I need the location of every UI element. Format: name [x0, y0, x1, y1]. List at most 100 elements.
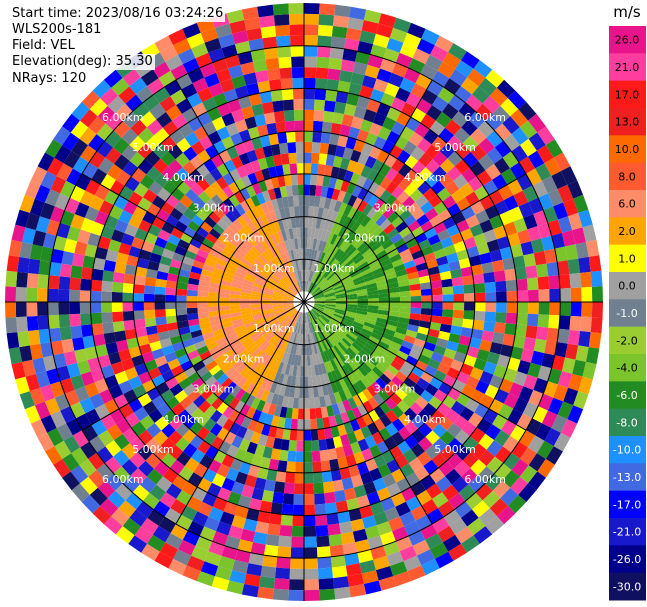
- gate-cell: [385, 167, 399, 182]
- gate-cell: [398, 426, 412, 441]
- gate-cell: [409, 283, 421, 291]
- gate-cell: [307, 227, 312, 239]
- gate-cell: [266, 248, 275, 259]
- gate-cell: [461, 119, 478, 136]
- gate-cell: [27, 329, 41, 346]
- gate-cell: [265, 224, 274, 236]
- gate-cell: [347, 385, 358, 398]
- gate-cell: [333, 345, 342, 356]
- gate-cell: [366, 255, 378, 265]
- gate-cell: [429, 376, 443, 390]
- gate-cell: [492, 414, 508, 430]
- gate-cell: [72, 430, 90, 448]
- gate-cell: [282, 297, 294, 301]
- gate-cell: [351, 323, 363, 332]
- gate-cell: [230, 458, 243, 472]
- gate-cell: [140, 518, 159, 535]
- gate-cell: [478, 449, 495, 467]
- gate-cell: [373, 198, 385, 211]
- colorbar-tick-label: -17.0: [613, 498, 641, 511]
- gate-cell: [272, 257, 281, 268]
- gate-cell: [310, 418, 318, 430]
- gate-cell: [377, 288, 389, 295]
- gate-cell: [460, 509, 479, 527]
- gate-cell: [463, 310, 475, 320]
- gate-cell: [251, 246, 262, 257]
- gate-cell: [259, 134, 271, 148]
- gate-cell: [465, 492, 483, 510]
- gate-cell: [403, 259, 416, 269]
- gate-cell: [288, 331, 295, 343]
- gate-cell: [547, 397, 564, 415]
- gate-cell: [317, 330, 324, 341]
- gate-cell: [325, 89, 338, 102]
- gate-cell: [437, 362, 451, 375]
- gate-cell: [297, 333, 301, 345]
- gate-cell: [451, 111, 469, 128]
- gate-cell: [290, 260, 296, 272]
- gate-cell: [248, 498, 262, 511]
- gate-cell: [316, 56, 330, 69]
- gate-cell: [212, 267, 225, 276]
- gate-cell: [148, 181, 163, 196]
- gate-cell: [221, 230, 233, 242]
- gate-cell: [39, 202, 55, 220]
- gate-cell: [272, 588, 289, 601]
- gate-cell: [357, 40, 374, 55]
- gate-cell: [205, 392, 219, 406]
- gate-cell: [294, 472, 304, 484]
- gate-cell: [355, 539, 371, 553]
- gate-cell: [198, 279, 210, 287]
- gate-cell: [183, 207, 197, 221]
- gate-cell: [153, 460, 170, 477]
- gate-cell: [393, 17, 412, 33]
- gate-cell: [211, 194, 224, 207]
- gate-cell: [147, 534, 166, 552]
- gate-cell: [317, 277, 326, 287]
- gate-cell: [415, 194, 429, 208]
- gate-cell: [287, 396, 294, 409]
- gate-cell: [345, 288, 357, 294]
- gate-cell: [136, 335, 150, 347]
- gate-cell: [273, 307, 284, 312]
- gate-cell: [355, 313, 367, 319]
- gate-cell: [398, 285, 411, 292]
- gate-cell: [339, 124, 351, 137]
- gate-cell: [386, 551, 404, 567]
- gate-cell: [264, 112, 276, 125]
- gate-cell: [145, 325, 158, 336]
- gate-cell: [288, 309, 297, 318]
- gate-cell: [250, 48, 266, 62]
- gate-cell: [366, 491, 381, 506]
- gate-cell: [424, 227, 438, 239]
- gate-cell: [484, 311, 496, 323]
- gate-cell: [282, 277, 291, 287]
- gate-cell: [590, 270, 603, 287]
- gate-cell: [335, 295, 347, 299]
- gate-cell: [350, 270, 362, 278]
- gate-cell: [364, 251, 376, 262]
- gate-cell: [367, 422, 379, 436]
- gate-cell: [283, 110, 295, 122]
- gate-cell: [445, 468, 462, 485]
- gate-cell: [216, 414, 229, 428]
- gate-cell: [398, 312, 411, 319]
- gate-cell: [264, 178, 274, 191]
- gate-cell: [286, 375, 293, 387]
- gate-cell: [328, 320, 339, 329]
- gate-cell: [142, 189, 158, 204]
- gate-cell: [308, 270, 313, 282]
- gate-cell: [353, 106, 367, 120]
- gate-cell: [295, 451, 304, 463]
- gate-cell: [348, 82, 362, 96]
- gate-cell: [251, 218, 262, 231]
- gate-cell: [264, 380, 274, 392]
- gate-cell: [202, 263, 215, 273]
- gate-cell: [300, 227, 304, 238]
- gate-cell: [318, 263, 326, 275]
- gate-cell: [578, 331, 591, 348]
- gate-cell: [478, 137, 495, 155]
- gate-cell: [494, 200, 509, 216]
- gate-cell: [396, 322, 409, 330]
- gate-cell: [194, 254, 207, 264]
